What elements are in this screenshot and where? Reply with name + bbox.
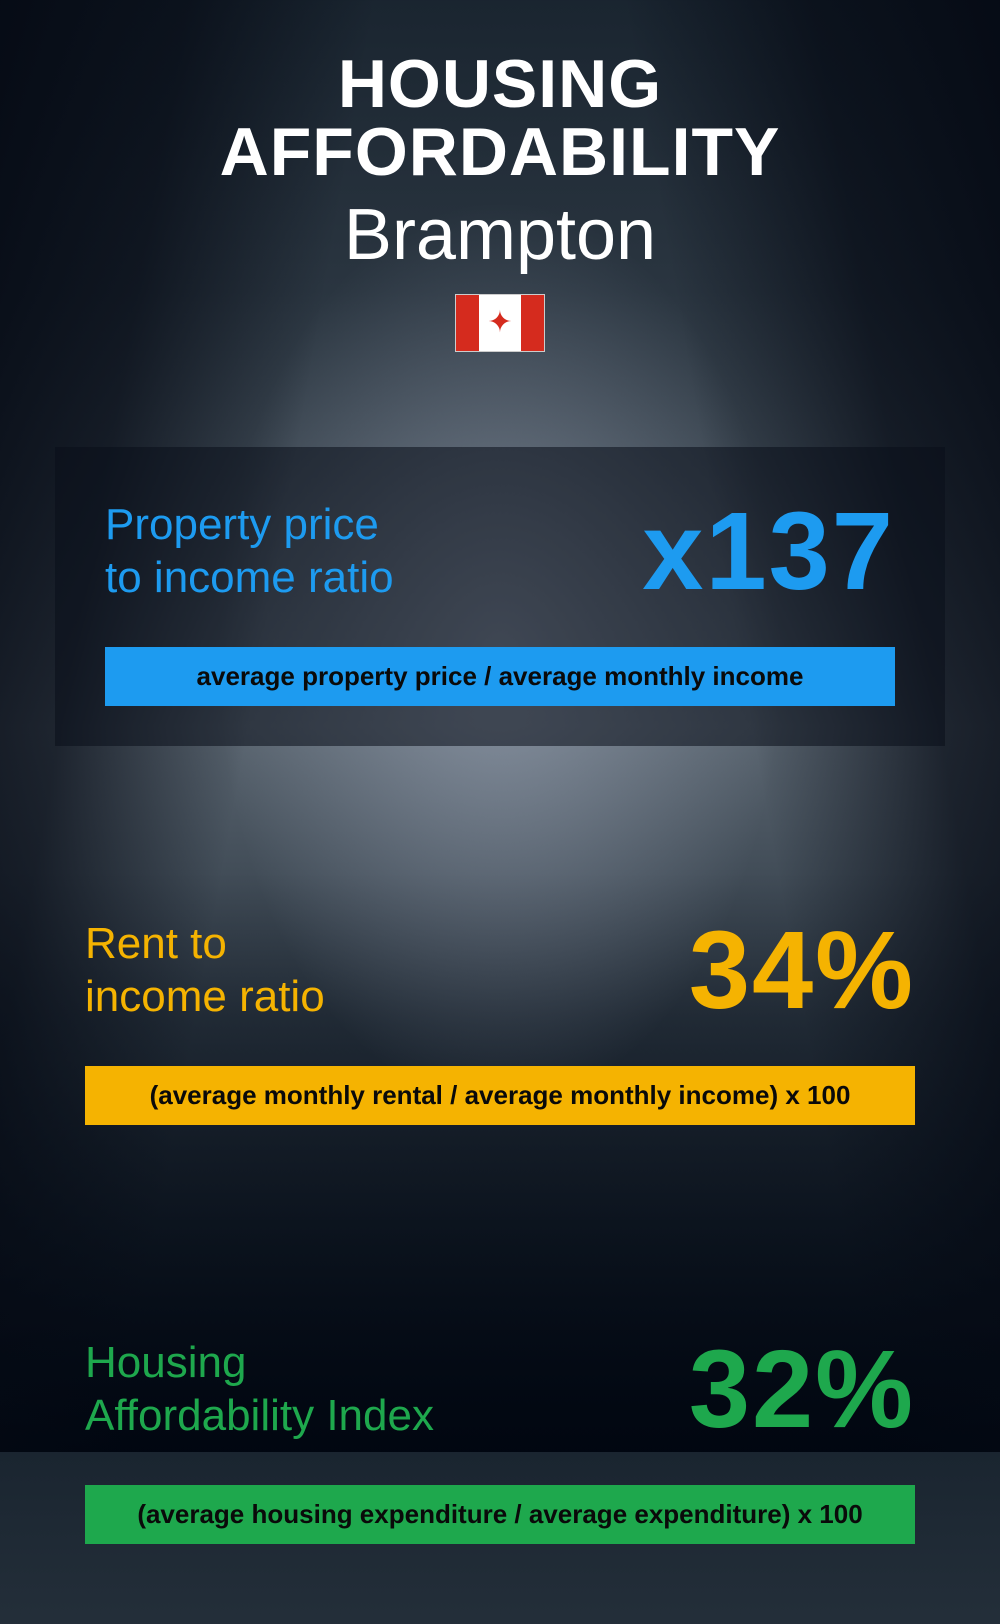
- main-title: HOUSING AFFORDABILITY: [55, 50, 945, 186]
- metric-label: Property priceto income ratio: [105, 499, 394, 605]
- metric-value: x137: [642, 497, 895, 607]
- infographic-content: HOUSING AFFORDABILITY Brampton ✦ Propert…: [0, 0, 1000, 1624]
- flag-container: ✦: [55, 294, 945, 357]
- metric-row: Rent toincome ratio 34%: [85, 916, 915, 1026]
- metric-card-affordability-index: HousingAffordability Index 32% (average …: [55, 1285, 945, 1584]
- city-subtitle: Brampton: [55, 194, 945, 276]
- metric-row: Property priceto income ratio x137: [105, 497, 895, 607]
- formula-bar: (average housing expenditure / average e…: [85, 1485, 915, 1544]
- metric-row: HousingAffordability Index 32%: [85, 1335, 915, 1445]
- metric-card-property-price: Property priceto income ratio x137 avera…: [55, 447, 945, 746]
- metric-label: Rent toincome ratio: [85, 918, 325, 1024]
- formula-bar: (average monthly rental / average monthl…: [85, 1066, 915, 1125]
- formula-bar: average property price / average monthly…: [105, 647, 895, 706]
- maple-leaf-icon: ✦: [487, 308, 512, 338]
- metric-value: 34%: [689, 916, 915, 1026]
- canada-flag-icon: ✦: [455, 294, 545, 352]
- metric-card-rent: Rent toincome ratio 34% (average monthly…: [55, 866, 945, 1165]
- metric-label: HousingAffordability Index: [85, 1337, 434, 1443]
- metric-value: 32%: [689, 1335, 915, 1445]
